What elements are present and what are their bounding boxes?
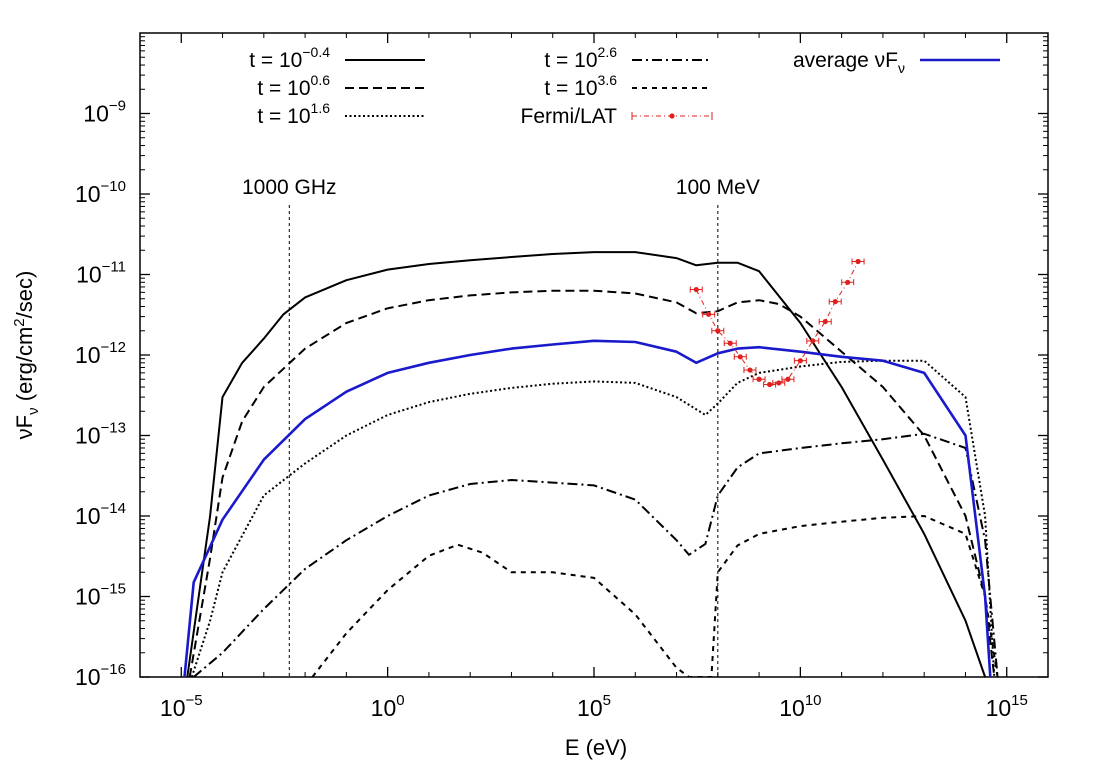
series-line-5 xyxy=(183,339,992,677)
y-tick-label-exp: −13 xyxy=(101,420,126,437)
fermi-point-2 xyxy=(715,328,721,334)
legend-label-base: t = 10 xyxy=(544,77,597,100)
fermi-point-0 xyxy=(693,286,699,293)
legend-label-exp: 1.6 xyxy=(311,100,331,116)
x-tick-label: 105 xyxy=(577,692,611,721)
fermi-point-7 xyxy=(767,381,773,388)
legend-label-exp: 0.6 xyxy=(311,72,331,88)
x-tick-label-exp: 15 xyxy=(1011,692,1028,709)
vline-label-0: 1000 GHz xyxy=(242,176,337,199)
y-tick-label: 10−16 xyxy=(75,661,126,690)
y-tick-label-base: 10 xyxy=(75,584,101,610)
x-tick-label-exp: −5 xyxy=(186,692,203,709)
x-tick-label: 10−5 xyxy=(160,692,203,721)
legend-label-2: t = 101.6 xyxy=(257,100,330,128)
y-tick-label-exp: −12 xyxy=(101,339,126,356)
y-tick-label: 10−14 xyxy=(75,500,126,529)
fermi-point-8 xyxy=(776,380,782,386)
fermi-point-6 xyxy=(756,376,762,382)
axis-ticks: 10−5 100 105 1010 101510−910−1010−1110−1210−… xyxy=(75,33,1049,721)
x-tick-label-base: 10 xyxy=(577,695,603,721)
legend-label-fermi: Fermi/LAT xyxy=(521,105,618,128)
y-axis-title-base: νF xyxy=(12,415,37,439)
reference-lines: 1000 GHz 100 MeV xyxy=(242,176,760,677)
y-tick-label-exp: −10 xyxy=(101,178,126,195)
x-tick-label: 100 xyxy=(371,692,405,721)
fermi-connector xyxy=(695,261,859,386)
y-tick-label-base: 10 xyxy=(83,101,109,127)
fermi-point-5 xyxy=(747,367,753,373)
y-tick-label: 10−10 xyxy=(75,178,126,207)
y-axis-title: νFν (erg/cm2/sec) xyxy=(11,271,42,440)
y-tick-label-base: 10 xyxy=(75,423,101,449)
y-tick-label: 10−13 xyxy=(75,420,126,449)
x-tick-label-exp: 5 xyxy=(603,692,611,709)
y-axis-title-rest: (erg/cm xyxy=(12,327,37,408)
legend-label-3: t = 102.6 xyxy=(544,44,617,72)
x-tick-label-exp: 0 xyxy=(396,692,404,709)
fermi-lat-points xyxy=(689,258,865,388)
x-tick-label-exp: 10 xyxy=(805,692,822,709)
legend-label-exp: 3.6 xyxy=(598,72,618,88)
y-tick-label: 10−12 xyxy=(75,339,126,368)
legend-label-exp: −0.4 xyxy=(302,44,330,60)
fermi-point-3 xyxy=(727,340,733,346)
series-lines xyxy=(183,251,999,677)
legend-label-base: t = 10 xyxy=(249,49,302,72)
y-tick-label: 10−9 xyxy=(83,98,126,127)
series-line-2 xyxy=(190,359,996,677)
y-tick-label-base: 10 xyxy=(75,503,101,529)
legend-label-base: t = 10 xyxy=(257,105,310,128)
y-axis-title-sub: ν xyxy=(25,407,42,415)
y-tick-label-exp: −16 xyxy=(101,661,126,678)
x-tick-label-base: 10 xyxy=(371,695,397,721)
legend-label-1: t = 100.6 xyxy=(257,72,330,100)
series-line-3 xyxy=(193,432,999,677)
y-tick-label: 10−11 xyxy=(76,259,126,288)
x-tick-label: 1015 xyxy=(986,692,1028,721)
y-tick-label-base: 10 xyxy=(76,262,102,288)
y-tick-label: 10−15 xyxy=(75,581,126,610)
x-axis-title: E (eV) xyxy=(565,735,627,760)
fermi-point-15 xyxy=(855,258,861,265)
legend-fermi-point xyxy=(669,113,675,119)
y-tick-label-exp: −11 xyxy=(102,259,126,276)
y-tick-label-exp: −15 xyxy=(101,581,126,598)
fermi-point-4 xyxy=(737,354,743,360)
legend-label-base: t = 10 xyxy=(544,49,597,72)
fermi-point-14 xyxy=(845,279,851,285)
series-line-4 xyxy=(311,515,999,677)
y-axis-title-end: /sec) xyxy=(12,271,37,319)
y-axis-title-sup: 2 xyxy=(11,318,28,326)
legend-label-base: t = 10 xyxy=(257,77,310,100)
y-tick-label-base: 10 xyxy=(75,181,101,207)
fermi-point-13 xyxy=(832,299,838,305)
legend-label-4: t = 103.6 xyxy=(544,72,617,100)
y-tick-label-exp: −14 xyxy=(101,500,126,517)
plot-frame xyxy=(139,32,1049,678)
y-tick-label-base: 10 xyxy=(75,342,101,368)
legend-label-5: average νFν xyxy=(793,49,905,76)
legend-label-sub: ν xyxy=(898,60,905,76)
series-line-1 xyxy=(188,289,996,677)
legend-fermi-caps xyxy=(631,112,713,120)
fermi-point-10 xyxy=(797,358,803,364)
x-tick-label-base: 10 xyxy=(779,695,805,721)
x-tick-label-base: 10 xyxy=(160,695,186,721)
y-tick-label-exp: −9 xyxy=(109,98,126,115)
fermi-point-9 xyxy=(785,376,791,382)
fermi-point-12 xyxy=(822,318,828,325)
vline-label-1: 100 MeV xyxy=(676,176,760,199)
x-tick-label: 1010 xyxy=(779,692,821,721)
legend-label-exp: 2.6 xyxy=(598,44,618,60)
legend-label-base: average νF xyxy=(793,49,898,72)
fermi-point-11 xyxy=(810,338,816,344)
legend: t = 10−0.4t = 100.6t = 101.6t = 102.6t =… xyxy=(249,44,1000,128)
y-tick-label-base: 10 xyxy=(75,664,101,690)
x-tick-label-base: 10 xyxy=(986,695,1012,721)
series-line-0 xyxy=(186,251,987,677)
legend-label-0: t = 10−0.4 xyxy=(249,44,330,72)
fermi-point-1 xyxy=(706,311,712,317)
